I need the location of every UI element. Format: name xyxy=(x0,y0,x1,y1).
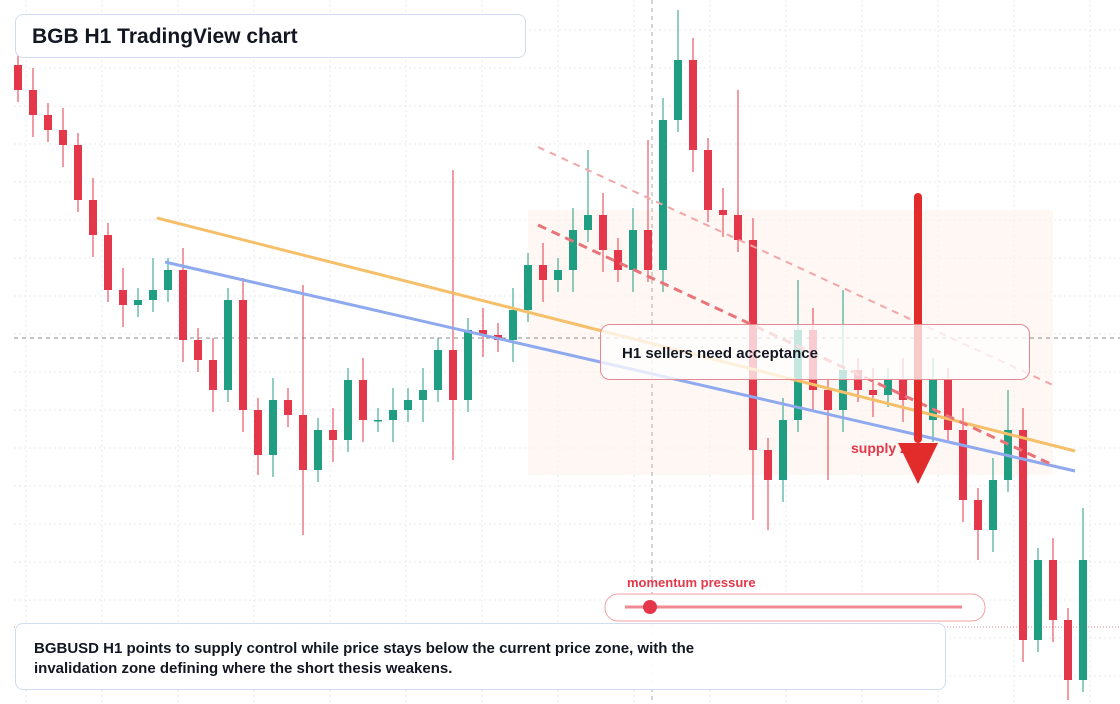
candle-body xyxy=(254,410,262,455)
candle-body xyxy=(449,350,457,400)
candle-body xyxy=(764,450,772,480)
candle-body xyxy=(74,145,82,200)
candle-body xyxy=(614,250,622,270)
candle-body xyxy=(269,400,277,455)
candle-body xyxy=(1019,430,1027,640)
candle-body xyxy=(674,60,682,120)
candle-body xyxy=(194,340,202,360)
candle-body xyxy=(854,370,862,390)
callout: H1 sellers need acceptance xyxy=(600,324,1030,380)
candle-body xyxy=(44,115,52,130)
candle-body xyxy=(584,215,592,230)
candle-body xyxy=(824,390,832,410)
candle-body xyxy=(779,420,787,480)
candle-body xyxy=(464,330,472,400)
candle-body xyxy=(734,215,742,240)
arrow-head xyxy=(898,443,938,484)
candle-body xyxy=(884,380,892,395)
candle-body xyxy=(644,230,652,270)
candle-body xyxy=(839,370,847,410)
candle-body xyxy=(629,230,637,270)
candle-body xyxy=(959,430,967,500)
candle-body xyxy=(359,380,367,420)
candle-body xyxy=(284,400,292,415)
candle-body xyxy=(1034,560,1042,640)
candle-body xyxy=(149,290,157,300)
candle-body xyxy=(59,130,67,145)
candle-body xyxy=(119,290,127,305)
candle-body xyxy=(929,380,937,420)
candle-body xyxy=(419,390,427,400)
summary-text: BGBUSD H1 points to supply control while… xyxy=(34,640,695,677)
candle-body xyxy=(599,215,607,250)
candle-body xyxy=(509,310,517,340)
candle-body xyxy=(299,415,307,470)
candle-body xyxy=(869,390,877,395)
candle-body xyxy=(89,200,97,235)
candle-body xyxy=(899,380,907,400)
candle-body xyxy=(104,235,112,290)
summary: BGBUSD H1 points to supply control while… xyxy=(15,623,946,690)
candle-body xyxy=(659,120,667,270)
candle-body xyxy=(374,420,382,422)
candle-body xyxy=(569,230,577,270)
title: BGB H1 TradingView chart xyxy=(15,14,526,58)
candle-body xyxy=(134,300,142,305)
candle-body xyxy=(524,265,532,310)
candle-body xyxy=(404,400,412,410)
candle-body xyxy=(344,380,352,440)
candle-body xyxy=(14,65,22,90)
momentum-label: momentum pressure xyxy=(627,575,756,590)
candle-body xyxy=(704,150,712,210)
candle-body xyxy=(29,90,37,115)
candle-body xyxy=(389,410,397,420)
arrow-shaft xyxy=(914,193,922,443)
candle-body xyxy=(539,265,547,280)
candle-body xyxy=(989,480,997,530)
candle-body xyxy=(239,300,247,410)
candle-body xyxy=(554,270,562,280)
candle-body xyxy=(209,360,217,390)
candle-body xyxy=(1064,620,1072,680)
candle-body xyxy=(329,430,337,440)
candle-body xyxy=(944,380,952,430)
candle-body xyxy=(689,60,697,150)
candle-body xyxy=(434,350,442,390)
candle-body xyxy=(974,500,982,530)
candle-body xyxy=(224,300,232,390)
candle-body xyxy=(179,270,187,340)
candle-body xyxy=(1049,560,1057,620)
candle-body xyxy=(1079,560,1087,680)
momentum-handle xyxy=(643,600,657,614)
candle-body xyxy=(164,270,172,290)
candle-body xyxy=(314,430,322,470)
candle-body xyxy=(719,210,727,215)
candle-body xyxy=(479,330,487,335)
